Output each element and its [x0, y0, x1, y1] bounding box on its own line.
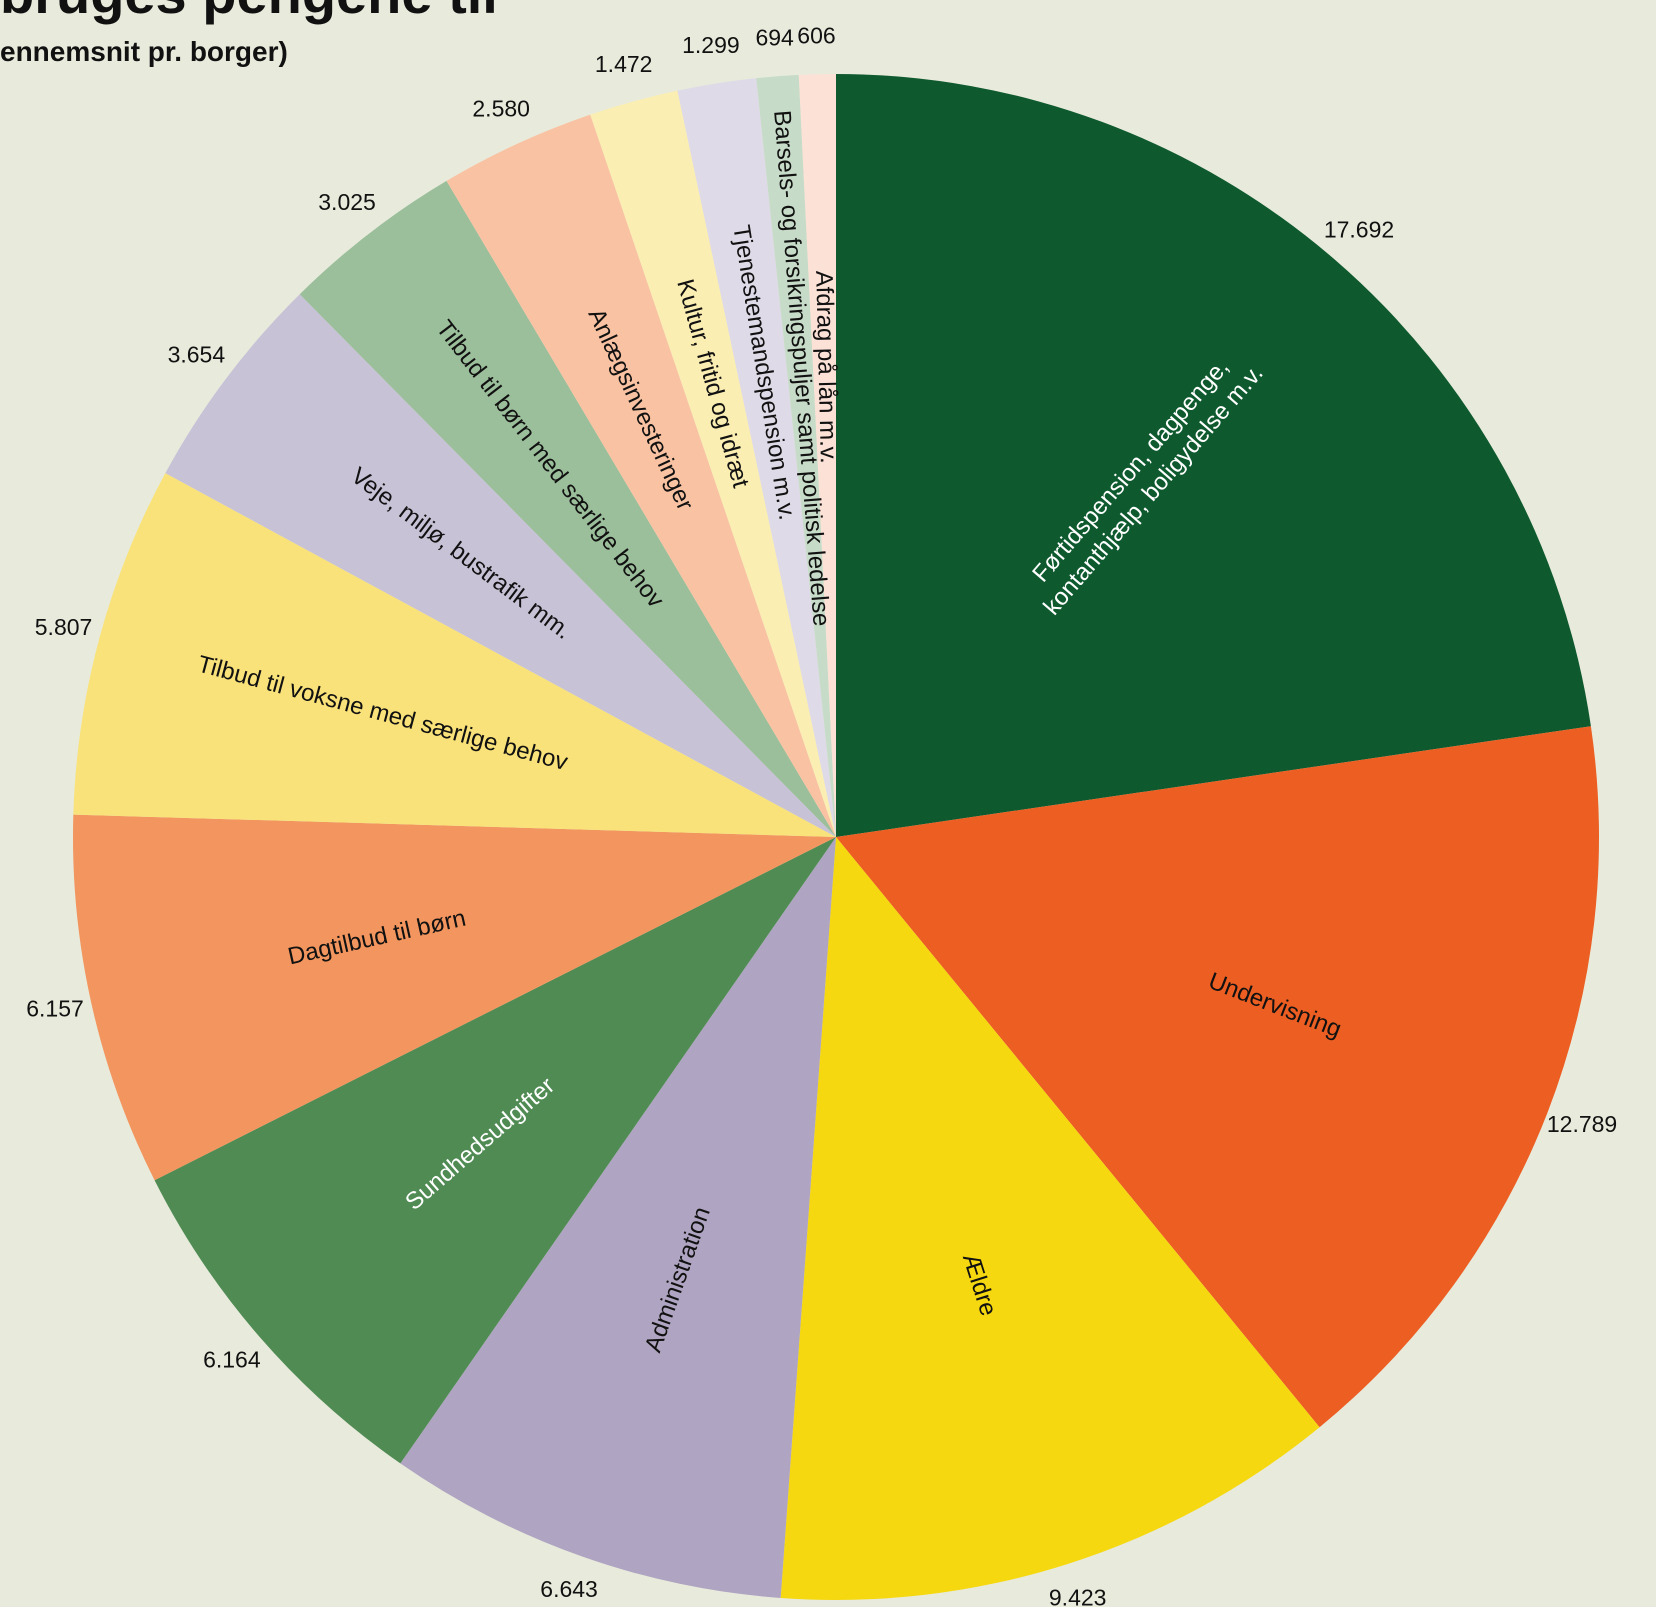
pie-slice-aeldre [780, 837, 1320, 1600]
pie-slice-tilbud-til-boern-med-saerlige-behov [299, 180, 836, 837]
value-label-aeldre: 9.423 [1049, 1585, 1107, 1607]
pie-slice-kultur-fritid-og-idraet [590, 90, 836, 838]
pie-slice-foertidspension-dagpenge-kontanthjaelp-boligydelse-m-v [836, 74, 1591, 837]
pie-slices [73, 74, 1600, 1600]
chart-title: bruges pengene til [0, 0, 498, 22]
pie-slice-afdrag-paa-laan-m-v [798, 74, 836, 837]
value-label-kultur-fritid-og-idraet: 1.472 [595, 51, 653, 77]
value-label-tilbud-til-boern-med-saerlige-behov: 3.025 [318, 189, 376, 215]
value-label-administration: 6.643 [540, 1576, 598, 1602]
pie-slice-tilbud-til-voksne-med-saerlige-behov [73, 473, 837, 837]
pie-slice-dagtilbud-til-boern [73, 814, 836, 1181]
value-label-afdrag-paa-laan-m-v: 606 [797, 22, 835, 48]
pie-value-labels: 17.692 12.789 9.423 6.643 6.164 6.157 5.807 3.6… [26, 22, 1617, 1607]
chart-subtitle: ennemsnit pr. borger) [0, 36, 288, 67]
value-label-undervisning: 12.789 [1547, 1111, 1617, 1137]
pie-slice-administration [400, 837, 836, 1598]
pie-slice-anlaegsinvesteringer [446, 114, 836, 837]
pie-slice-undervisning [836, 726, 1600, 1428]
value-label-foertidspension-dagpenge-kontanthjaelp-boligydelse-m-v: 17.692 [1324, 217, 1394, 243]
slice-label-afdrag-paa-laan-m-v: Afdrag på lån m.v. [810, 270, 842, 464]
pie-slice-sundhedsudgifter [154, 837, 836, 1464]
value-label-tjenestemandspension-m-v: 1.299 [682, 32, 740, 58]
value-label-anlaegsinvesteringer: 2.580 [472, 96, 530, 122]
value-label-dagtilbud-til-boern: 6.157 [26, 996, 84, 1022]
pie-slice-veje-miljoe-bustrafik-mm [165, 294, 836, 837]
value-label-veje-miljoe-bustrafik-mm: 3.654 [168, 342, 226, 368]
pie-slice-barsels-og-forsikringspuljer-samt-politisk-ledelse [756, 74, 836, 837]
value-label-barsels-og-forsikringspuljer-samt-politisk-ledelse: 694 [755, 24, 794, 50]
value-label-tilbud-til-voksne-med-saerlige-behov: 5.807 [35, 614, 93, 640]
pie-slice-tjenestemandspension-m-v [677, 78, 836, 837]
value-label-sundhedsudgifter: 6.164 [203, 1346, 261, 1372]
